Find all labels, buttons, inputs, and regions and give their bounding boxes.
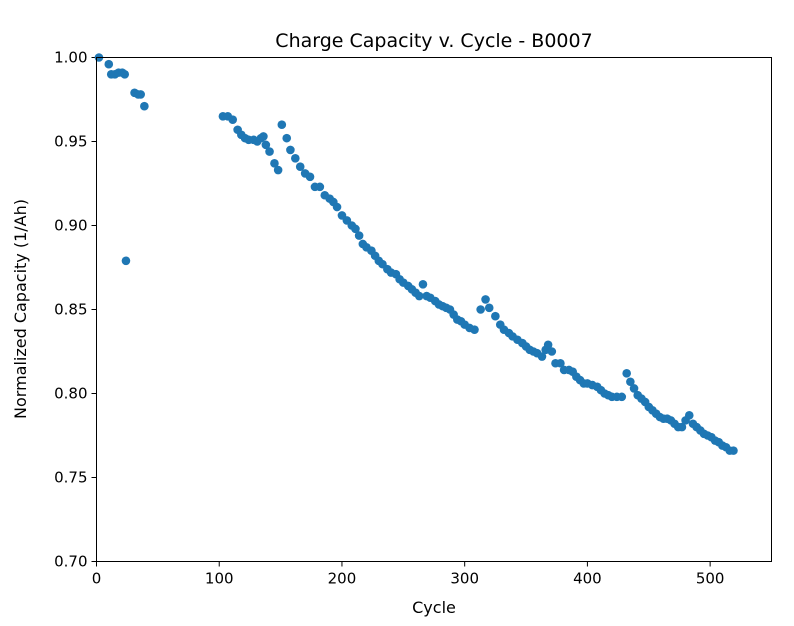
y-tick-label: 0.90 <box>54 217 87 235</box>
data-point <box>626 377 635 387</box>
data-point <box>418 280 428 289</box>
y-tick-label: 0.80 <box>54 385 87 403</box>
data-point <box>295 162 305 171</box>
data-point <box>261 140 271 150</box>
data-point <box>617 392 627 402</box>
data-point <box>476 305 485 314</box>
data-point <box>332 202 342 212</box>
data-point <box>270 159 279 168</box>
data-point <box>351 224 360 234</box>
y-tick-label: 1.00 <box>54 49 87 67</box>
data-point <box>629 384 639 393</box>
x-tick-label: 500 <box>696 570 725 588</box>
data-point <box>622 369 631 378</box>
data-point <box>414 291 424 301</box>
data-point <box>286 145 295 155</box>
x-tick-label: 100 <box>205 570 234 588</box>
data-point <box>104 59 114 69</box>
y-tick-label: 0.95 <box>54 133 87 151</box>
x-tick-label: 0 <box>92 570 102 588</box>
data-point <box>273 165 283 175</box>
y-axis-ticks: 0.70 0.75 0.80 0.85 0.90 0.95 1.00 <box>54 49 97 571</box>
y-tick-label: 0.70 <box>54 553 87 571</box>
x-axis-ticks: 0 100 200 300 400 500 <box>92 561 725 588</box>
data-point <box>470 325 479 334</box>
data-point <box>121 256 131 266</box>
data-point <box>265 147 274 156</box>
y-axis-label: Normalized Capacity (1/Ah) <box>11 199 30 419</box>
data-point <box>684 411 694 420</box>
x-tick-label: 400 <box>573 570 602 588</box>
data-point <box>484 303 494 313</box>
data-point <box>729 446 738 455</box>
data-point <box>481 295 490 304</box>
x-tick-label: 300 <box>450 570 479 588</box>
y-tick-label: 0.85 <box>54 301 87 319</box>
plot-area-frame <box>96 57 772 562</box>
data-point <box>136 90 145 99</box>
data-point <box>556 358 565 368</box>
data-point <box>140 101 149 111</box>
data-point <box>315 182 325 192</box>
x-axis-label: Cycle <box>412 598 456 617</box>
data-point <box>259 132 268 141</box>
data-point <box>677 422 687 432</box>
data-point <box>491 311 500 321</box>
data-point <box>305 172 315 182</box>
chart-title: Charge Capacity v. Cycle - B0007 <box>275 30 592 52</box>
data-points <box>94 53 738 455</box>
data-point <box>291 154 300 163</box>
data-point <box>282 133 292 143</box>
data-point <box>120 70 130 79</box>
y-tick-label: 0.75 <box>54 469 87 487</box>
x-tick-label: 200 <box>328 570 357 588</box>
data-point <box>354 231 364 240</box>
data-point <box>547 347 557 356</box>
data-point <box>228 115 238 124</box>
data-point <box>277 120 287 129</box>
data-point <box>537 352 547 361</box>
data-point <box>543 340 553 350</box>
